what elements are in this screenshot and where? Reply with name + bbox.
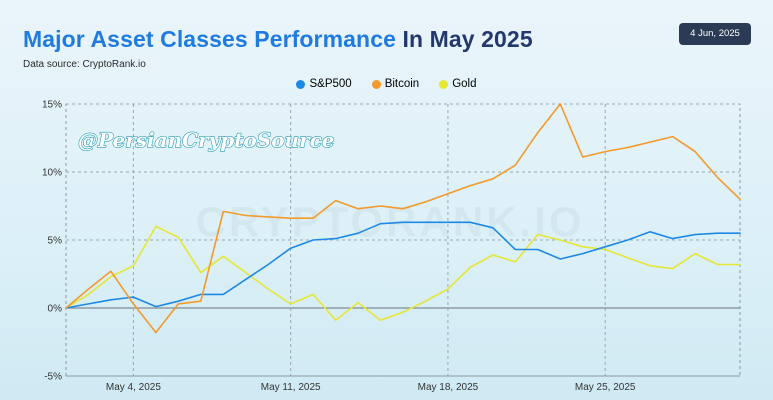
legend-label-bitcoin: Bitcoin xyxy=(384,78,420,90)
series-layer xyxy=(65,103,741,334)
legend-swatch-sp500 xyxy=(296,79,306,89)
x-tick-label: May 4, 2025 xyxy=(106,382,161,393)
y-tick-label: 5% xyxy=(48,236,63,247)
chart-legend: S&P500 Bitcoin Gold xyxy=(0,78,773,90)
series-line-bitcoin xyxy=(65,103,741,334)
x-tick-label: May 11, 2025 xyxy=(261,382,321,393)
legend-swatch-gold xyxy=(439,79,449,89)
y-tick-label: 15% xyxy=(42,100,62,111)
series-line-sp500 xyxy=(65,221,741,309)
data-source: Data source: CryptoRank.io xyxy=(23,59,146,70)
x-tick-label: May 18, 2025 xyxy=(418,382,479,393)
chart-title-main: Major Asset Classes Performance xyxy=(23,26,396,52)
handle-watermark: @PersianCryptoSource xyxy=(78,128,335,152)
series-line-gold xyxy=(65,225,741,322)
chart-title-period: In May 2025 xyxy=(402,26,533,52)
legend-item-gold[interactable]: Gold xyxy=(439,78,477,90)
brand-watermark: CRYPTORANK.IO xyxy=(195,198,584,245)
y-tick-label: 10% xyxy=(42,168,62,179)
legend-label-gold: Gold xyxy=(452,78,477,90)
legend-item-bitcoin[interactable]: Bitcoin xyxy=(371,78,420,90)
y-tick-label: 0% xyxy=(48,304,63,315)
y-tick-label: -5% xyxy=(44,372,62,383)
legend-label-sp500: S&P500 xyxy=(309,78,352,90)
chart-title: Major Asset Classes Performance In May 2… xyxy=(23,26,533,53)
date-badge: 4 Jun, 2025 xyxy=(679,23,751,45)
legend-swatch-bitcoin xyxy=(371,79,381,89)
x-tick-label: May 25, 2025 xyxy=(575,382,636,393)
legend-item-sp500[interactable]: S&P500 xyxy=(296,78,352,90)
axis-layer: -5% 0% 5% 10% 15% May 4, 2025 May 11, 2025 May … xyxy=(42,100,740,393)
